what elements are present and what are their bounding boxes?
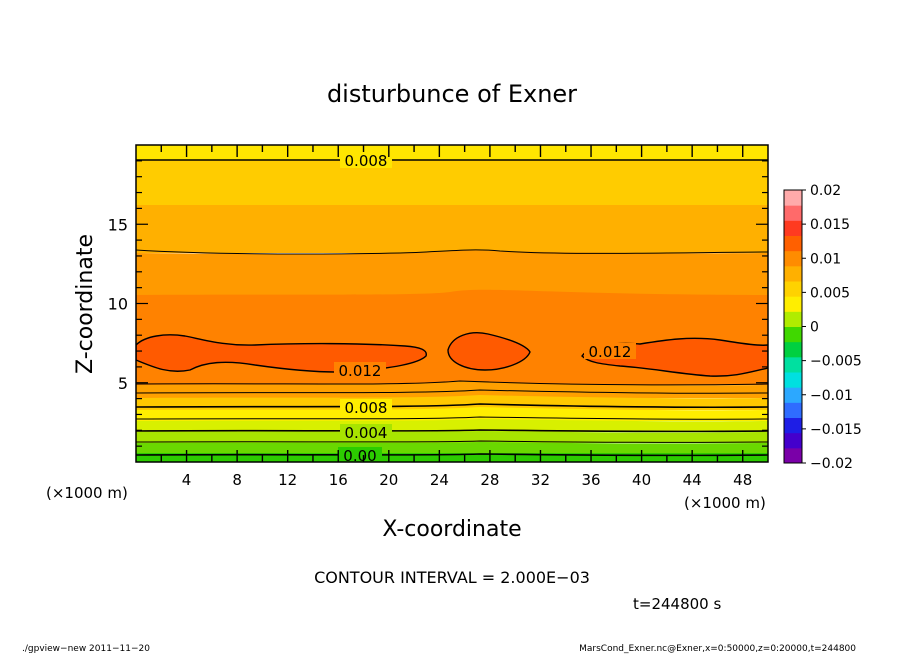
colorbar-segment bbox=[784, 296, 802, 312]
y-tick-label: 5 bbox=[118, 374, 128, 393]
colorbar-tick-label: −0.01 bbox=[810, 388, 853, 404]
colorbar-segment bbox=[784, 311, 802, 327]
colorbar-segment bbox=[784, 326, 802, 343]
contour-interval-text: CONTOUR INTERVAL = 2.000E−03 bbox=[314, 568, 590, 587]
colorbar-segment bbox=[784, 447, 802, 464]
colorbar-segment bbox=[784, 417, 802, 434]
y-axis-title: Z-coordinate bbox=[73, 234, 98, 374]
contour-label-mid-right: 0.012 bbox=[589, 343, 632, 361]
colorbar-tick-label: −0.02 bbox=[810, 456, 853, 472]
x-tick-label: 48 bbox=[733, 471, 752, 489]
colorbar-tick-label: 0.02 bbox=[810, 183, 841, 199]
band-orange-upper bbox=[136, 205, 768, 253]
contour-label-low1: 0.008 bbox=[345, 399, 388, 417]
colorbar-segment bbox=[784, 432, 802, 449]
x-tick-label: 32 bbox=[531, 471, 550, 489]
contour-line-7 bbox=[136, 416, 768, 420]
colorbar-segment bbox=[784, 265, 802, 282]
contour-labels: 0.008 0.012 0.012 0.008 0.004 0.00 bbox=[334, 152, 636, 465]
contour-line-6 bbox=[136, 403, 768, 409]
colorbar-segment bbox=[784, 402, 802, 418]
x-tick-label: 16 bbox=[329, 471, 348, 489]
contour-label-low2: 0.004 bbox=[345, 424, 388, 442]
colorbar-segment bbox=[784, 205, 802, 221]
colorbar-tick-label: −0.005 bbox=[810, 354, 862, 370]
band-green bbox=[136, 442, 768, 453]
colorbar-tick-label: −0.015 bbox=[810, 422, 862, 438]
x-axis-title: X-coordinate bbox=[382, 517, 521, 542]
plot-area bbox=[136, 145, 768, 462]
x-tick-label: 44 bbox=[683, 471, 702, 489]
colorbar-segment bbox=[784, 356, 802, 373]
band-top-yellow bbox=[136, 145, 768, 162]
colorbar-segment bbox=[784, 281, 802, 297]
contour-line-upper bbox=[136, 249, 768, 255]
x-tick-label: 8 bbox=[232, 471, 242, 489]
colorbar-segment bbox=[784, 235, 802, 252]
y-tick-label: 15 bbox=[108, 215, 128, 234]
colorbar-tick-label: 0.005 bbox=[810, 285, 850, 301]
colorbar: 0.02 0.015 0.01 0.005 0 −0.005 −0.01 −0.015 −0.0… bbox=[783, 183, 862, 472]
colorbar-segment bbox=[784, 250, 802, 267]
band-light-green bbox=[136, 431, 768, 443]
x-unit-right: (×1000 m) bbox=[684, 494, 766, 512]
x-tick-label: 24 bbox=[430, 471, 449, 489]
y-tick-label: 10 bbox=[108, 295, 128, 314]
x-tick-label: 20 bbox=[379, 471, 398, 489]
contour-label-bottom: 0.00 bbox=[343, 447, 376, 465]
colorbar-tick-label: 0.015 bbox=[810, 217, 850, 233]
band-yellow bbox=[136, 407, 768, 421]
footer-left: ./gpview−new 2011−11−20 bbox=[22, 644, 150, 654]
chart-title: disturbunce of Exner bbox=[327, 80, 577, 108]
contour-line-9 bbox=[136, 440, 768, 443]
x-unit-left: (×1000 m) bbox=[46, 484, 128, 502]
band-deep-green bbox=[136, 453, 768, 462]
contour-line-8 bbox=[136, 429, 768, 433]
colorbar-segment bbox=[784, 387, 802, 403]
colorbar-segment bbox=[784, 372, 802, 388]
band-light-orange bbox=[136, 160, 768, 205]
x-tick-label: 36 bbox=[581, 471, 600, 489]
contour-line-10 bbox=[136, 453, 768, 457]
x-tick-label: 4 bbox=[182, 471, 192, 489]
x-tick-label: 40 bbox=[632, 471, 651, 489]
contour-label-mid-left: 0.012 bbox=[339, 362, 382, 380]
time-text: t=244800 s bbox=[633, 595, 721, 613]
colorbar-tick-label: 0 bbox=[810, 320, 819, 336]
colorbar-segment bbox=[784, 190, 802, 206]
colorbar-segment bbox=[784, 220, 802, 236]
colorbar-segment bbox=[784, 341, 802, 358]
footer-right: MarsCond_Exner.nc@Exner,x=0:50000,z=0:20… bbox=[579, 644, 856, 654]
band-yellow-green bbox=[136, 419, 768, 432]
contour-label-top: 0.008 bbox=[345, 152, 388, 170]
x-tick-label: 12 bbox=[278, 471, 297, 489]
band-orange-mid bbox=[136, 250, 768, 295]
contour-line-5 bbox=[136, 389, 768, 394]
contour-line-4 bbox=[136, 380, 768, 386]
x-tick-label: 28 bbox=[480, 471, 499, 489]
band-orange-low bbox=[136, 381, 768, 398]
colorbar-tick-label: 0.01 bbox=[810, 251, 841, 267]
max-region-2 bbox=[447, 332, 531, 371]
